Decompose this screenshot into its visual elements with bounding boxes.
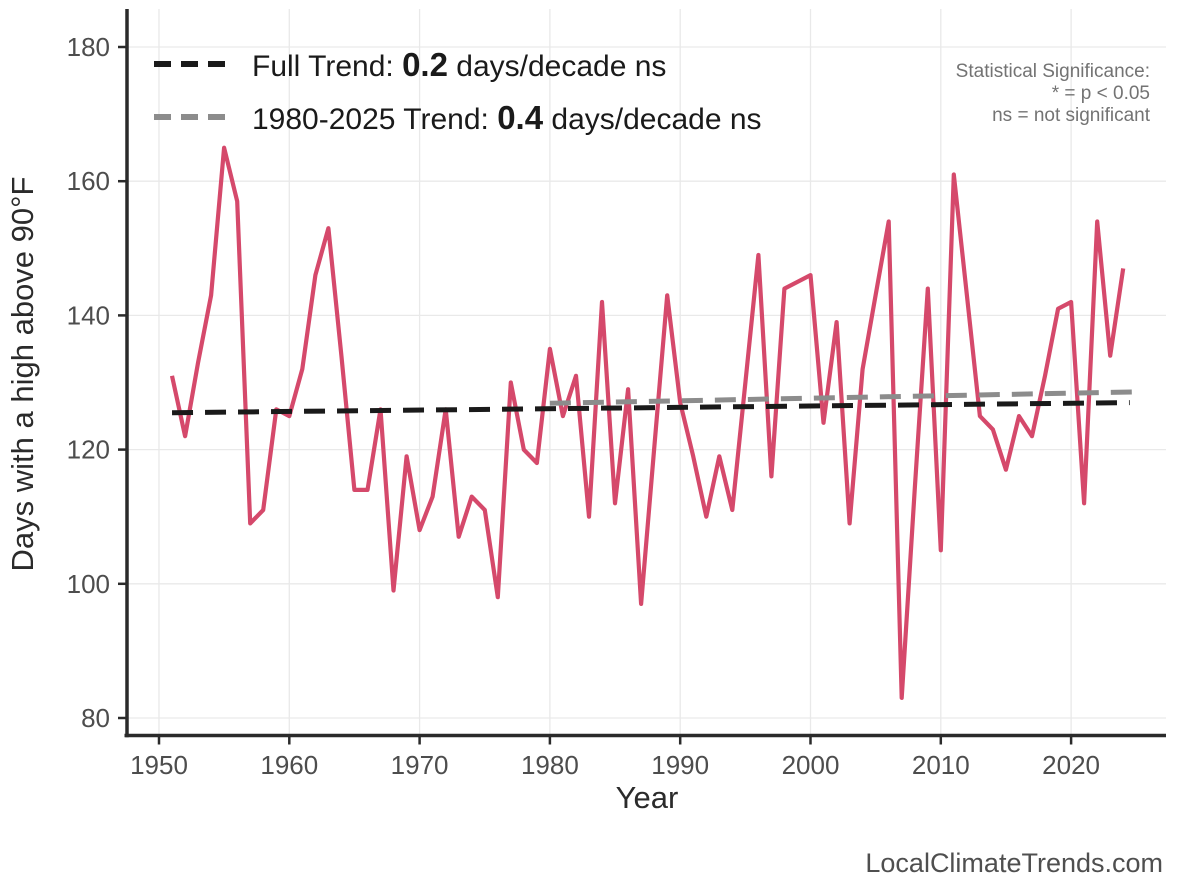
y-tick-label: 80 <box>81 703 110 733</box>
data-series <box>169 145 1137 701</box>
branding-watermark: LocalClimateTrends.com <box>865 848 1163 878</box>
y-tick-label: 180 <box>67 32 110 62</box>
y-tick-label: 100 <box>67 569 110 599</box>
x-tick-label: 1960 <box>260 750 318 780</box>
significance-note: Statistical Significance: * = p < 0.05 n… <box>956 61 1151 126</box>
legend-entry-full-trend: Full Trend: 0.2 days/decade ns <box>154 46 666 83</box>
x-tick-label: 1980 <box>521 750 579 780</box>
significance-note-line3: ns = not significant <box>992 105 1151 126</box>
days-above-90-line <box>169 145 1126 701</box>
legend: Full Trend: 0.2 days/decade ns 1980-2025… <box>154 46 762 136</box>
x-tick-label: 1970 <box>391 750 449 780</box>
legend-entry-1980-2025-trend: 1980-2025 Trend: 0.4 days/decade ns <box>154 99 762 136</box>
legend-label-full-trend: Full Trend: 0.2 days/decade ns <box>252 46 666 83</box>
y-tick-label: 120 <box>67 435 110 465</box>
axis-ticks <box>118 45 1073 745</box>
x-axis-title: Year <box>616 780 679 815</box>
gridlines <box>127 9 1166 736</box>
full-trend-line <box>172 400 1130 416</box>
x-tick-label: 1950 <box>130 750 188 780</box>
significance-note-line1: Statistical Significance: <box>956 61 1150 82</box>
x-tick-label: 2020 <box>1042 750 1100 780</box>
x-tick-label: 1990 <box>651 750 709 780</box>
legend-label-1980-2025-trend: 1980-2025 Trend: 0.4 days/decade ns <box>252 99 762 136</box>
y-tick-label: 160 <box>67 166 110 196</box>
x-tick-label: 2000 <box>782 750 840 780</box>
x-tick-label: 2010 <box>912 750 970 780</box>
axes <box>124 9 1166 738</box>
significance-note-line2: * = p < 0.05 <box>1052 83 1150 104</box>
y-axis-title: Days with a high above 90°F <box>5 177 40 572</box>
axis-tick-labels: 80 100 120 140 160 180 1950 1960 1970 1980 1990 200… <box>67 32 1100 780</box>
y-tick-label: 140 <box>67 300 110 330</box>
